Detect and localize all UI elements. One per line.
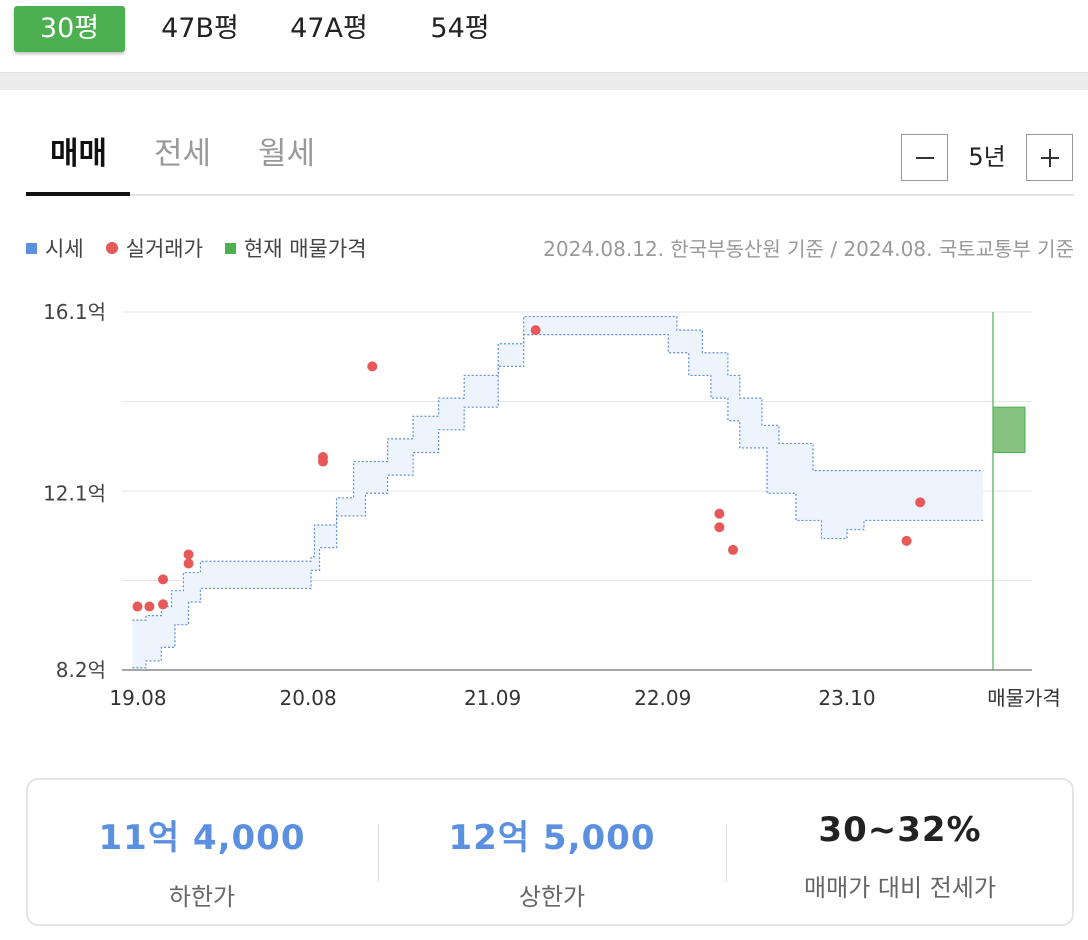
- listing-price-bar: [992, 406, 1026, 453]
- transaction-point: [183, 558, 194, 569]
- summary-upper-price: 12억 5,000 상한가: [378, 810, 726, 912]
- tab-monthly-rent[interactable]: 월세: [258, 136, 316, 172]
- green-square-icon: [224, 242, 236, 254]
- size-tab-30[interactable]: 30평: [14, 6, 125, 52]
- price-summary: 11억 4,000 하한가 12억 5,000 상한가 30~32% 매매가 대…: [26, 778, 1074, 926]
- plus-icon: [1040, 148, 1059, 167]
- transaction-point: [915, 497, 926, 508]
- y-tick-label: 16.1억: [43, 300, 106, 324]
- x-tick-label: 23.10: [818, 686, 875, 710]
- transaction-point: [901, 535, 912, 546]
- period-decrease-button[interactable]: [901, 134, 948, 181]
- minus-icon: [915, 156, 934, 159]
- x-tick-label: 22.09: [634, 686, 691, 710]
- chart-legend: 시세 실거래가 현재 매물가격: [26, 233, 389, 263]
- upper-price-value: 12억 5,000: [448, 818, 656, 858]
- active-tab-indicator: [26, 192, 130, 196]
- transaction-point: [714, 522, 725, 533]
- x-tick-label: 20.08: [280, 686, 337, 710]
- transaction-point: [317, 456, 328, 467]
- trade-type-tabs: 매매 전세 월세: [26, 120, 1074, 196]
- legend-transactions: 실거래가: [105, 233, 203, 263]
- divider: [726, 824, 727, 882]
- summary-lower-price: 11억 4,000 하한가: [28, 810, 376, 912]
- summary-jeonse-ratio: 30~32% 매매가 대비 전세가: [726, 810, 1074, 903]
- size-tab-54[interactable]: 54평: [430, 13, 490, 44]
- market-band-lower-line: [132, 334, 984, 669]
- blue-square-icon: [26, 242, 37, 254]
- size-tab-47b[interactable]: 47B평: [161, 13, 239, 44]
- transaction-point: [530, 325, 541, 336]
- transaction-point: [158, 599, 169, 610]
- jeonse-ratio-value: 30~32%: [818, 810, 982, 850]
- transaction-point: [714, 508, 725, 519]
- market-band-upper-line: [132, 315, 984, 621]
- lower-price-value: 11억 4,000: [98, 818, 306, 858]
- section-divider: [0, 72, 1088, 90]
- market-band-area: [132, 316, 984, 668]
- transaction-point: [144, 601, 155, 612]
- price-chart: 16.1억 12.1억 8.2억 19.08 20.08 21.09 22.09 23.10 매…: [0, 290, 1088, 730]
- transaction-point: [367, 361, 378, 372]
- legend-label: 현재 매물가격: [243, 237, 367, 261]
- legend-listing: 현재 매물가격: [224, 233, 367, 263]
- tab-sale[interactable]: 매매: [50, 136, 108, 172]
- y-tick-label: 8.2억: [56, 658, 106, 682]
- transaction-point: [728, 544, 739, 555]
- x-tick-label: 매물가격: [987, 686, 1061, 710]
- x-tick-label: 21.09: [464, 686, 521, 710]
- size-tab-47a[interactable]: 47A평: [290, 13, 368, 44]
- tab-jeonse[interactable]: 전세: [154, 136, 212, 172]
- transaction-point: [132, 601, 143, 612]
- data-source-note: 2024.08.12. 한국부동산원 기준 / 2024.08. 국토교통부 기…: [543, 237, 1074, 261]
- transaction-point: [158, 574, 169, 585]
- lower-price-label: 하한가: [168, 883, 236, 911]
- size-tabs: 30평 47B평 47A평 54평: [0, 0, 1088, 72]
- transaction-point: [183, 549, 194, 560]
- legend-label: 시세: [45, 237, 84, 261]
- period-label: 5년: [968, 143, 1006, 171]
- x-tick-label: 19.08: [109, 686, 166, 710]
- divider: [378, 824, 379, 882]
- y-tick-label: 12.1억: [43, 481, 106, 505]
- legend-label: 실거래가: [125, 237, 203, 261]
- legend-market-price: 시세: [26, 233, 84, 263]
- period-increase-button[interactable]: [1026, 134, 1073, 181]
- jeonse-ratio-label: 매매가 대비 전세가: [804, 874, 996, 902]
- upper-price-label: 상한가: [518, 883, 586, 911]
- red-dot-icon: [105, 242, 118, 254]
